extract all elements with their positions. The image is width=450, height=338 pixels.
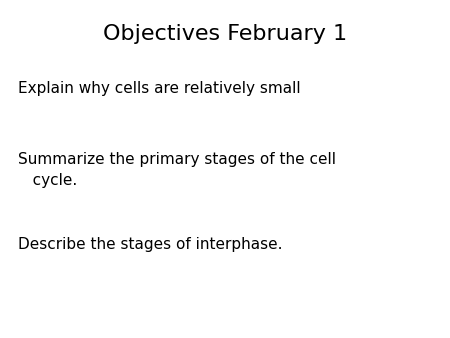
Text: Objectives February 1: Objectives February 1 xyxy=(103,24,347,44)
Text: Summarize the primary stages of the cell
   cycle.: Summarize the primary stages of the cell… xyxy=(18,152,336,188)
Text: Explain why cells are relatively small: Explain why cells are relatively small xyxy=(18,81,301,96)
Text: Describe the stages of interphase.: Describe the stages of interphase. xyxy=(18,237,283,251)
